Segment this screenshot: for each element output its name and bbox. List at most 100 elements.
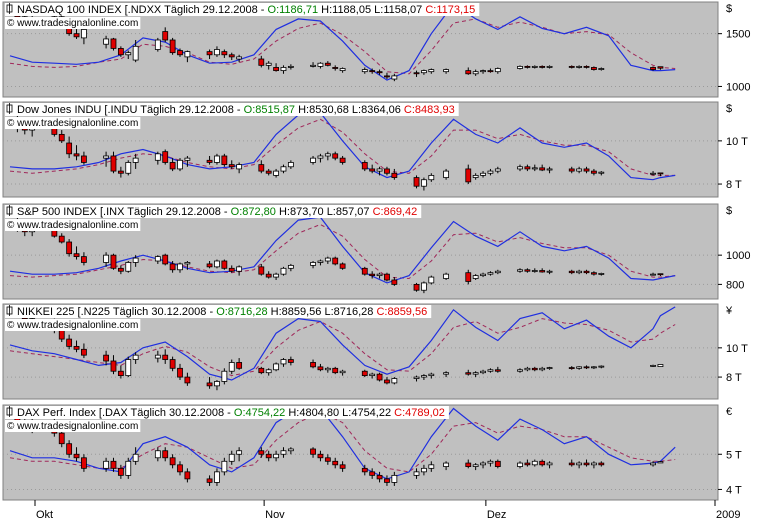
candle [361,369,368,378]
instrument-name: Dow Jones INDU [.INDU [17,104,137,116]
candle [317,153,324,163]
candle-body [546,367,553,369]
candle [487,168,494,176]
candle [154,37,161,52]
candle [221,457,228,476]
candle-body [132,257,139,263]
frequency-label: Täglich [164,4,199,16]
candle-body [132,45,139,61]
candle-body [443,372,449,375]
y-tick-label: 4 T [726,484,742,496]
candle-body [154,256,161,262]
candle [228,160,235,169]
date-label: 30.12.2008 [151,306,206,318]
instrument-name: S&P 500 INDEX [.INX [17,206,125,218]
frequency-label: Täglich [113,306,148,318]
candle-body [117,267,124,272]
candle-body [103,460,109,469]
candle [125,50,132,59]
candle [265,450,272,462]
candle-body [524,269,531,272]
candle [487,459,494,467]
candle [81,454,87,472]
candle [206,155,213,165]
candle [487,368,494,373]
candle [280,65,287,74]
candle-body [539,270,546,273]
candle [117,265,124,275]
candle [258,447,265,458]
header-separator: - [206,306,216,318]
candle-body [339,464,346,469]
candle-body [369,70,376,73]
candle [384,475,390,486]
candle [214,46,220,57]
candle-body [177,50,183,56]
panel-data [9,3,676,82]
candle [376,471,383,483]
candle-body [524,166,531,170]
candle [132,447,139,465]
candle-body [117,467,124,476]
candle-body [428,276,435,284]
candle-body [132,354,139,360]
candle-body [125,359,132,377]
candle-body [487,369,494,372]
candle [591,66,597,71]
candle [287,64,294,70]
candle-body [110,460,117,469]
low-value: L:857,07 [327,206,370,218]
candle-body [369,273,376,277]
candle-body [421,467,427,473]
x-tick-label: Dez [487,509,507,520]
candle-body [287,359,294,363]
date-label: 29.12.2008 [203,4,258,16]
candle [480,272,486,278]
candle-body [117,170,124,174]
currency-label: € [726,406,732,418]
candle-body [236,362,243,369]
candle-body [258,164,265,172]
header-icon [6,103,13,114]
candle-body [443,69,449,73]
candle [576,166,583,174]
candle-body [539,167,546,171]
candle-body [576,366,583,369]
candle [428,275,435,285]
chart-panel: 10 T 8 T $ Dow Jones INDU [.INDU Täglich 29… [2,101,748,198]
candle-body [583,462,590,466]
candle [480,69,486,74]
y-tick-label: 800 [726,279,744,291]
chart-panel: 1000 800 $ S&P 500 INDEX [.INX Täglich 29.1… [2,203,750,300]
candle-body [591,67,597,70]
candle-body [265,453,272,459]
candle [524,65,531,69]
candle [125,261,132,273]
candle-body [317,453,324,459]
candle-body [228,267,235,272]
candle [472,173,479,180]
candle-body [657,461,664,464]
candle [650,171,656,176]
candle [117,464,124,479]
candle [287,160,294,169]
candle-body [81,348,87,356]
candle [421,69,427,75]
candle [546,166,553,174]
candle [228,359,235,375]
candle [428,68,435,74]
candle [236,162,243,174]
candle [465,369,472,376]
candle-body [206,478,213,483]
candle-body [413,72,420,75]
chart-header: NIKKEI 225 [.N225 Täglich 30.12.2008 - O… [17,306,427,318]
candle-body [81,256,87,263]
candle [66,440,73,458]
candle-body [258,367,265,374]
candle-body [265,170,272,174]
high-value: H:8859,56 [271,306,322,318]
candle-body [287,264,294,269]
candle [332,457,339,469]
chart-panel: 5 T 4 T € DAX Perf. Index [.DAX Täglich 30.… [2,404,742,501]
candle-body [517,462,523,467]
